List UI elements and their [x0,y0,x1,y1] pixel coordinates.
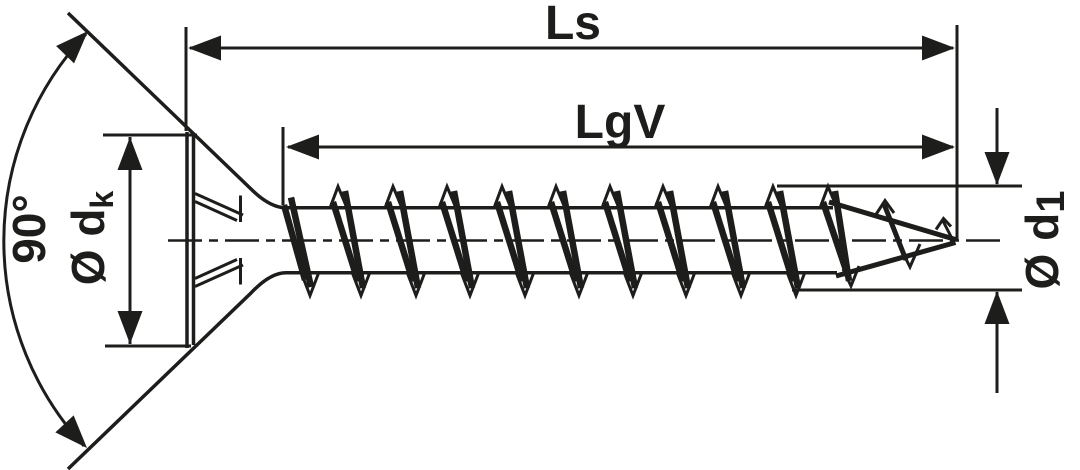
arrowhead-right-icon [922,134,955,160]
thread-turn [438,201,471,283]
thread-turn [459,271,481,300]
thread-turn [568,271,590,300]
thread-turn [493,201,526,283]
thread-turn [329,201,362,283]
thread-turn [654,201,687,283]
thread-turn [405,271,427,300]
arrowhead-left-icon [188,35,221,61]
torx-recess-profile [194,192,244,288]
thread-turn [764,201,797,283]
thread-turn [709,201,742,283]
arrowhead-left-icon [286,134,319,160]
thread-turn [384,201,417,283]
thread-turn [675,271,697,300]
screw-core [285,206,837,275]
thread-turn [396,190,422,289]
thread-turn [299,271,321,300]
thread-turn [666,190,692,289]
arrowhead-down-icon [55,415,87,448]
dim-core-diameter: Ø d1 [777,108,1073,393]
dim-head-angle: 90° [2,31,88,448]
dim-total-length: Ls [188,0,955,61]
label-thread-length: LgV [575,96,666,149]
label-head-angle: 90° [3,194,55,264]
screw-threads [280,182,861,300]
dim-thread-length: LgV [286,96,955,160]
thread-turn [601,201,634,283]
thread-turn [287,196,315,288]
label-head-diameter: Ø dk [62,191,120,286]
label-total-length: Ls [545,0,601,50]
arrowhead-up-icon [56,31,88,64]
extension-lines [184,25,959,240]
thread-turn [776,190,802,289]
arrowhead-up-icon [984,291,1010,324]
thread-turn [505,190,531,289]
label-core-diameter: Ø d1 [1016,191,1073,290]
thread-turn [559,190,585,289]
thread-turn [341,190,367,289]
thread-turn [514,271,536,300]
arrowhead-down-icon [117,311,143,344]
thread-turn [785,271,807,300]
thread-turn [450,190,476,289]
thread-turn [622,271,644,300]
arrowhead-up-icon [117,137,143,170]
dim-head-diameter: Ø dk [62,133,197,348]
arrowhead-right-icon [922,35,955,61]
thread-turn [547,201,580,283]
thread-turn [350,271,372,300]
arrowhead-down-icon [984,152,1010,185]
thread-turn [730,271,752,300]
thread-turn [280,204,309,281]
thread-turn [721,190,747,289]
thread-turn [613,190,639,289]
screw-tip [828,197,957,279]
